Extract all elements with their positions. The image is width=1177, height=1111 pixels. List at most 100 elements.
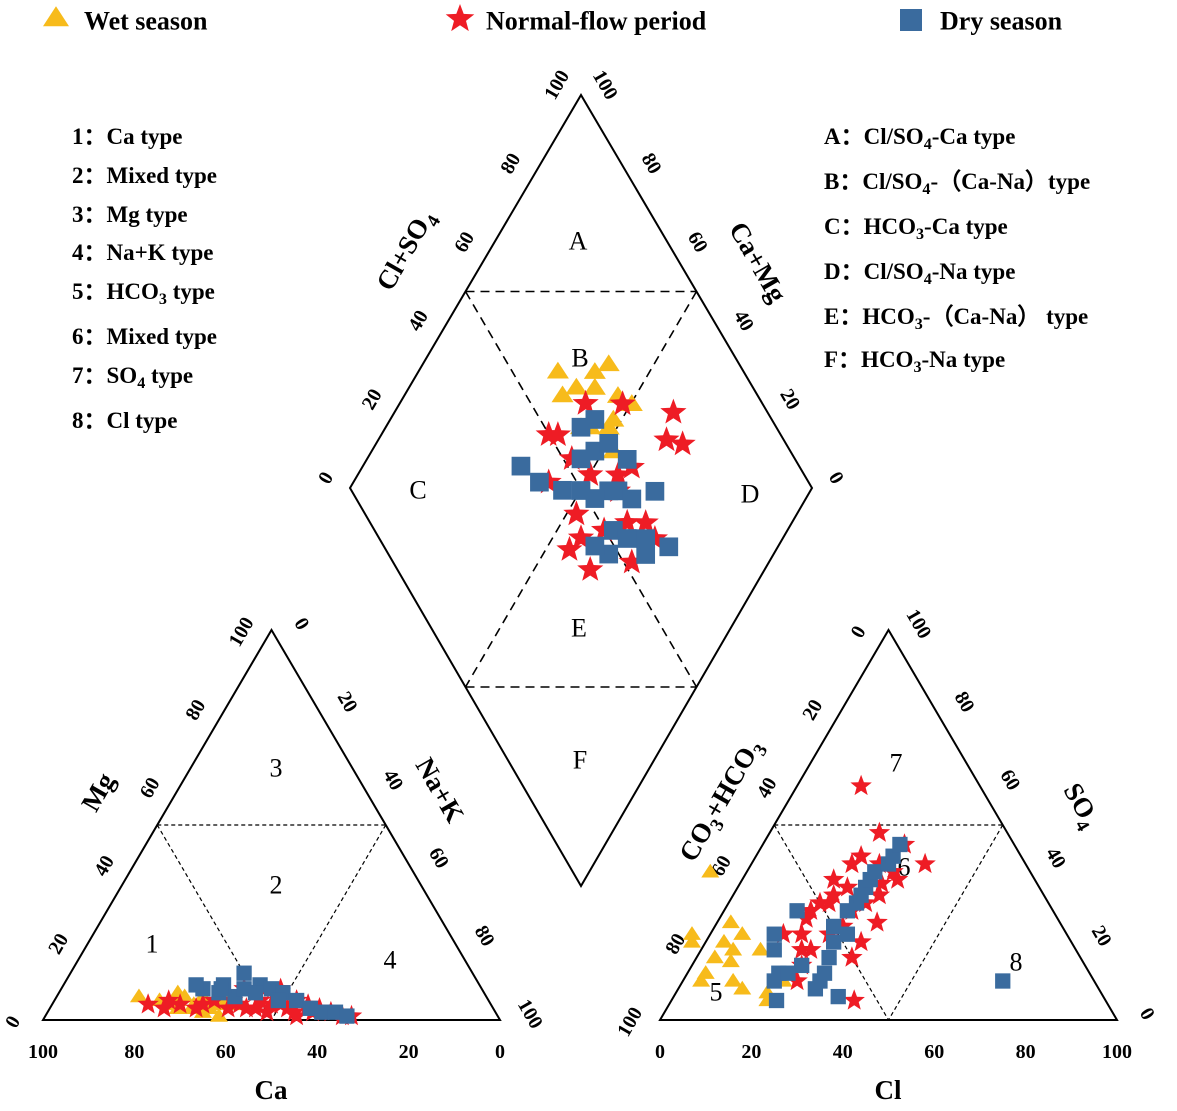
anion-dry-point: [816, 965, 833, 981]
diamond-type-A-part: 4: [924, 136, 932, 153]
nak-axis-title: Na+K: [410, 752, 471, 827]
diamond-normal-point: [653, 426, 680, 452]
type-item-4: 4：Na+K type: [72, 240, 214, 265]
anion-normal-point: [823, 868, 845, 889]
anion-normal-point: [850, 930, 872, 952]
cation-dry-point: [247, 985, 264, 1001]
cation-divider-left: [156, 824, 273, 1021]
diamond-type-F: F：HCO3-Na type: [824, 347, 1005, 377]
diamond-type-E-part: 3: [915, 316, 923, 333]
legend-normal-label: Normal-flow period: [486, 7, 707, 36]
anion-normal-point: [914, 852, 936, 874]
diamond-region-A: A: [569, 227, 588, 256]
anion-normal-point: [800, 938, 822, 959]
camg-tick: 20: [775, 385, 804, 413]
diamond-type-D-part: -Na type: [932, 259, 1016, 284]
diamond-dry-point: [585, 536, 605, 556]
diamond-normal-point: [660, 398, 687, 424]
diamond-type-C-part: -Ca type: [924, 214, 1008, 239]
ca-axis-title: Ca: [255, 1075, 288, 1105]
camg-tick: 100: [588, 67, 622, 104]
region-labels: 1 2 3 4 5 6 7 8 A B C D E F: [146, 227, 1023, 1007]
type-item-6-part: 6：Mixed type: [72, 324, 217, 349]
diamond-dry-point: [636, 529, 656, 549]
diamond-type-D-part: D：Cl/SO: [824, 259, 924, 284]
diamond-region-B: B: [571, 344, 588, 373]
diamond-wet-point: [597, 354, 620, 372]
diamond-type-D: D：Cl/SO4-Na type: [824, 259, 1015, 289]
anion-dry-point: [821, 949, 837, 966]
ca-tick: 0: [495, 1041, 505, 1063]
type-item-3: 3：Mg type: [72, 202, 188, 227]
anion-dry-point: [830, 988, 846, 1005]
diamond-type-A-part: -Ca type: [932, 124, 1016, 149]
co3hco3-tick: 20: [798, 696, 827, 724]
diamond-wet-point: [583, 377, 606, 395]
anion-normal-point: [800, 899, 822, 920]
anion-normal-point: [866, 911, 888, 932]
so4-tick: 60: [995, 766, 1024, 794]
anion-dry-point: [766, 942, 782, 958]
nak-tick: 100: [513, 996, 547, 1033]
diamond-region-E: E: [571, 614, 587, 643]
anion-wet-point: [724, 941, 743, 956]
anion-normal-point: [786, 969, 808, 991]
so4-tick: 20: [1087, 922, 1116, 950]
anion-region-5: 5: [710, 978, 723, 1007]
cation-dry-point: [213, 981, 229, 997]
anion-dry-point: [807, 981, 824, 997]
cation-normal-point: [256, 1001, 278, 1022]
cation-normal-point: [169, 993, 191, 1014]
anion-wet-point: [696, 965, 715, 979]
diamond-normal-point: [618, 548, 645, 574]
camg-tick: 80: [637, 149, 666, 177]
diamond-type-F-part: F：HCO: [824, 347, 913, 372]
diamond-dry-point: [530, 472, 549, 492]
diamond-dry-point: [571, 417, 591, 437]
anion-wet-point: [721, 914, 740, 929]
diamond-normal-point: [577, 556, 604, 581]
diamond-wet-point: [551, 385, 574, 403]
anion-normal-point: [791, 923, 813, 944]
diamond-normal-point: [614, 508, 641, 534]
anion-wet-point: [682, 933, 701, 948]
mg-tick: 0: [1, 1012, 25, 1032]
diamond-normal-point: [556, 535, 583, 561]
so4-axis-title: SO4: [1052, 778, 1106, 836]
anion-normal-point: [870, 872, 893, 893]
anion-dry-point: [826, 918, 842, 935]
co3hco3-axis-title-part: +HCO: [698, 742, 762, 824]
anion-wet-point: [705, 949, 724, 964]
cation-normal-point: [285, 1004, 308, 1026]
cl-tick: 20: [741, 1041, 761, 1063]
ca-tick: 80: [124, 1041, 144, 1063]
central-diamond: [348, 93, 814, 888]
type-item-7-part: type: [145, 363, 193, 388]
type-item-4-part: 4：Na+K type: [72, 240, 214, 265]
mg-axis-title: Mg: [75, 767, 121, 816]
legend: Wet season Normal-flow period Dry season: [43, 4, 1063, 36]
diamond-type-E: E：HCO3-（Ca-Na） type: [824, 303, 1088, 334]
diamond-type-B-part: B：Cl/SO: [824, 169, 922, 194]
cation-normal-point: [185, 997, 207, 1018]
clso4-tick: 60: [450, 228, 479, 256]
diamond-dry-point: [617, 450, 637, 469]
diamond-dry-point: [571, 449, 591, 469]
diamond-dry-point: [553, 480, 572, 500]
diamond-dry-point: [645, 481, 665, 501]
clso4-axis-title-part: Cl+SO: [370, 213, 435, 296]
data-points: [129, 354, 1011, 1026]
legend-dry-marker: [900, 9, 922, 31]
anion-dry-point: [766, 926, 782, 942]
cation-region-3: 3: [270, 754, 283, 783]
diamond-type-E-part: E：HCO: [824, 304, 915, 329]
anion-normal-point: [886, 868, 909, 889]
legend-wet-marker: [43, 6, 69, 27]
cation-dry-point: [236, 965, 252, 981]
diamond-type-A: A：Cl/SO4-Ca type: [824, 124, 1015, 154]
type-item-1: 1：Ca type: [72, 124, 183, 149]
diamond-normal-point: [572, 389, 599, 415]
